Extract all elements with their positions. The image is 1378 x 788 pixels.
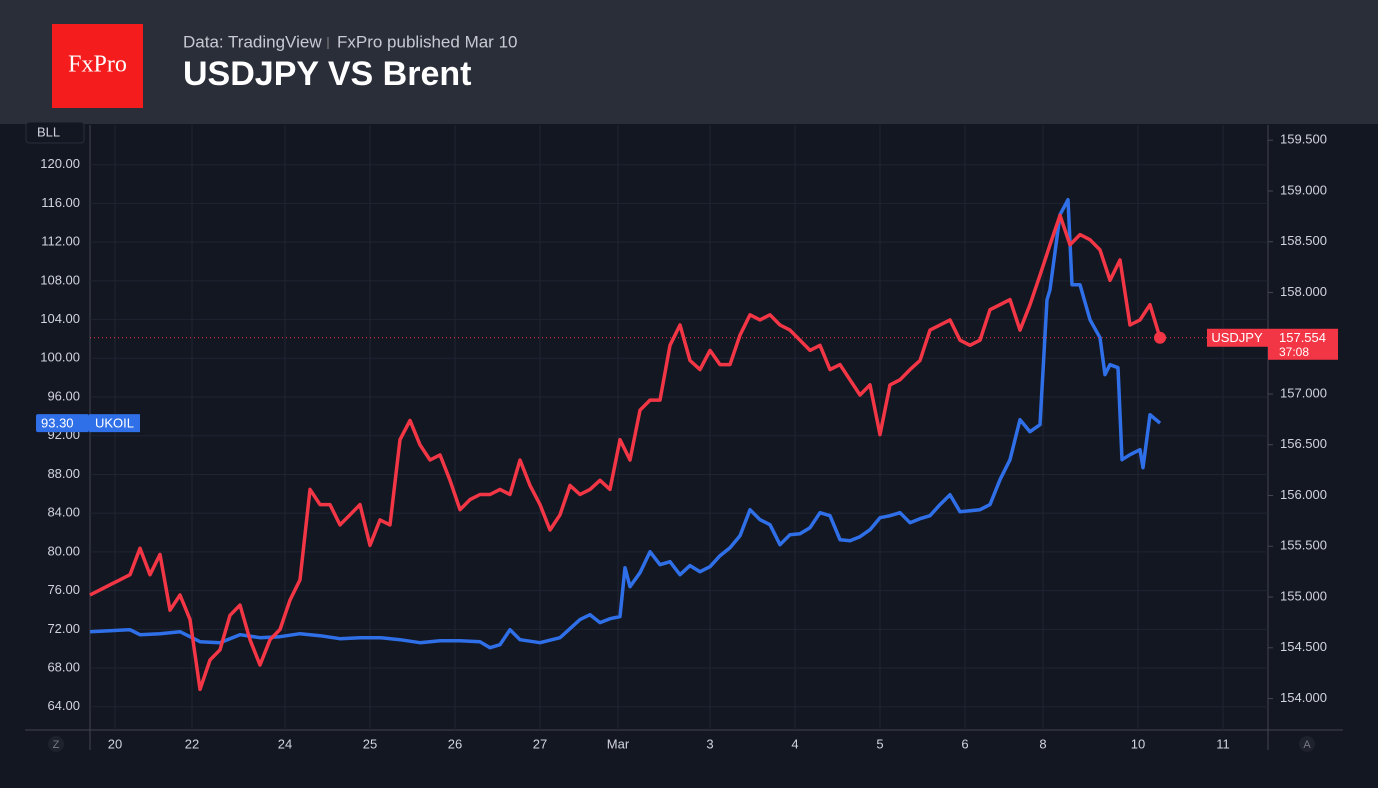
y2-tick-label: 157.000 <box>1280 385 1327 400</box>
name-tag <box>89 414 140 433</box>
price-tag <box>36 414 89 433</box>
y2-tick-label: 156.500 <box>1280 436 1327 451</box>
y2-tick-label: 159.000 <box>1280 182 1327 197</box>
x-tick-label: 27 <box>533 736 547 751</box>
y2-tick-label: 158.000 <box>1280 284 1327 299</box>
y2-tick-label: 159.500 <box>1280 132 1327 147</box>
price-tag <box>1268 328 1338 360</box>
series-name: USDJPY <box>1211 330 1263 345</box>
series-line <box>89 213 1162 692</box>
y2-tick-label: 154.500 <box>1280 639 1327 654</box>
y-tick-label: 120.00 <box>40 156 80 171</box>
published: FxPro published Mar 10 <box>337 32 517 51</box>
last-value: 157.554 <box>1279 330 1326 345</box>
name-tag <box>1207 328 1268 347</box>
logo <box>52 24 143 108</box>
y-tick-label: 72.00 <box>47 621 80 636</box>
y-tick-label: 76.00 <box>47 582 80 597</box>
series-name: UKOIL <box>95 416 134 431</box>
x-tick-label: 8 <box>1039 736 1046 751</box>
x-tick-label: 10 <box>1131 736 1145 751</box>
x-tick-label: 6 <box>961 736 968 751</box>
auto-icon[interactable]: A <box>1303 739 1311 751</box>
y2-tick-label: 158.500 <box>1280 233 1327 248</box>
x-tick-label: 26 <box>448 736 462 751</box>
y-axis-label: BLL <box>37 124 60 139</box>
zoom-icon[interactable]: Z <box>53 739 60 751</box>
y2-tick-label: 155.000 <box>1280 588 1327 603</box>
auto-button[interactable] <box>1299 736 1315 752</box>
y-tick-label: 116.00 <box>41 195 80 210</box>
x-tick-label: Mar <box>607 736 630 751</box>
y2-tick-label: 156.000 <box>1280 487 1327 502</box>
source: Data: TradingView <box>183 32 322 51</box>
y-tick-label: 96.00 <box>47 388 80 403</box>
y-tick-label: 84.00 <box>47 505 80 520</box>
y-tick-label: 112.00 <box>41 234 80 249</box>
y-tick-label: 64.00 <box>47 698 80 713</box>
y-tick-label: 108.00 <box>40 272 80 287</box>
y-tick-label: 80.00 <box>47 543 80 558</box>
last-point <box>1154 331 1166 344</box>
x-tick-label: 25 <box>363 736 377 751</box>
y-tick-label: 104.00 <box>40 311 80 326</box>
chart-title: USDJPY VS Brent <box>183 55 471 93</box>
y-tick-label: 68.00 <box>47 659 80 674</box>
x-tick-label: 22 <box>185 736 199 751</box>
x-tick-label: 24 <box>278 736 292 751</box>
y2-tick-label: 155.500 <box>1280 538 1327 553</box>
header-bg <box>0 0 1378 124</box>
series-line <box>89 197 1162 650</box>
x-tick-label: 3 <box>706 736 713 751</box>
zoom-button[interactable] <box>48 736 64 752</box>
logo-text: FxPro <box>68 52 127 78</box>
y2-tick-label: 154.000 <box>1280 690 1327 705</box>
x-tick-label: 5 <box>876 736 883 751</box>
y-tick-label: 88.00 <box>47 466 80 481</box>
x-tick-label: 4 <box>791 736 798 751</box>
x-tick-label: 20 <box>108 736 122 751</box>
x-tick-label: 11 <box>1216 736 1230 751</box>
y-tick-label: 100.00 <box>40 350 80 365</box>
last-value: 93.30 <box>41 416 74 431</box>
y-label-box <box>25 121 85 144</box>
countdown: 37:08 <box>1279 345 1309 359</box>
